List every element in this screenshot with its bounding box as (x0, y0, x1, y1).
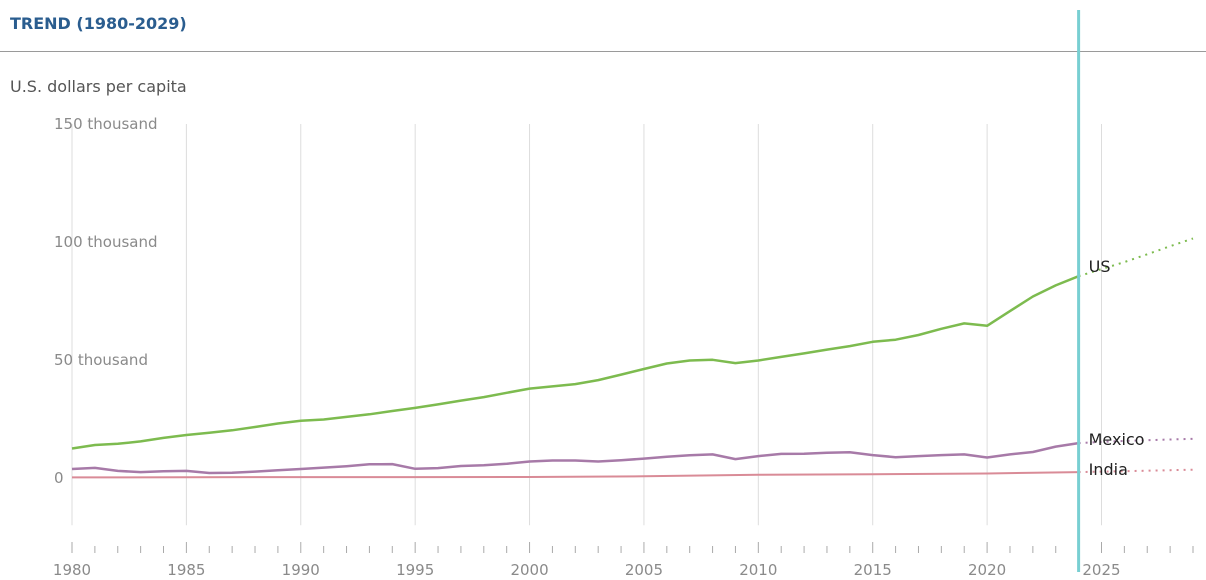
section-title: TREND (1980-2029) (10, 14, 187, 33)
y-tick-label: 150 thousand (54, 115, 158, 133)
x-tick-label-2005: 2005 (625, 561, 663, 579)
x-axis-labels: 1980 1985 1990 1995 2000 2005 2010 2015 2020 2025 (53, 561, 1121, 579)
series-layer (71, 237, 1194, 479)
series-label-mexico: Mexico (1089, 430, 1145, 449)
title-divider (0, 51, 1206, 52)
x-tick-label-2025: 2025 (1082, 561, 1120, 579)
y-tick-label: 100 thousand (54, 233, 158, 251)
y-tick-label: 50 thousand (54, 351, 148, 369)
x-tick-label-1995: 1995 (396, 561, 434, 579)
x-tick-label-1985: 1985 (167, 561, 205, 579)
series-label-india: India (1089, 460, 1128, 479)
x-tick-label-2015: 2015 (854, 561, 892, 579)
x-axis-ticks (71, 542, 1194, 553)
x-tick-label-1990: 1990 (282, 561, 320, 579)
y-tick-label: 0 (54, 469, 64, 487)
series-us-line (71, 275, 1080, 450)
grid-layer (71, 124, 1102, 526)
series-label-us: US (1089, 257, 1111, 276)
x-tick-label-2000: 2000 (510, 561, 548, 579)
x-tick-label-1980: 1980 (53, 561, 91, 579)
series-mexico-line (71, 441, 1079, 475)
unit-label: U.S. dollars per capita (10, 77, 187, 96)
series-labels: US Mexico India (1089, 257, 1145, 479)
series-mexico-projection (1078, 437, 1194, 445)
y-axis-labels: 150 thousand 100 thousand 50 thousand 0 (54, 115, 158, 487)
series-india-projection (1078, 468, 1194, 474)
series-india-line (71, 471, 1079, 479)
x-tick-label-2010: 2010 (739, 561, 777, 579)
x-tick-label-2020: 2020 (968, 561, 1006, 579)
